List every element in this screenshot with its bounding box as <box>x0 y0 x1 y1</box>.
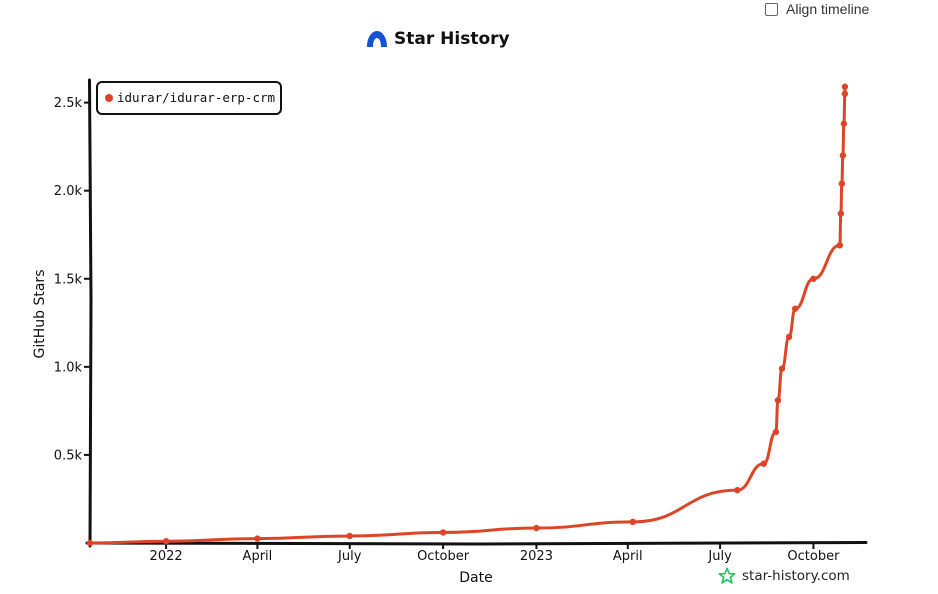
data-point[interactable] <box>791 305 799 312</box>
data-point[interactable] <box>760 460 767 467</box>
data-point[interactable] <box>836 242 844 249</box>
y-tick-label: 2.0k <box>54 184 83 199</box>
x-tick-label: 2022 <box>150 549 183 564</box>
x-tick-label: April <box>613 549 643 564</box>
x-tick-label: October <box>787 549 840 564</box>
x-tick-label: 2023 <box>520 549 553 564</box>
align-timeline-checkbox[interactable] <box>765 2 778 16</box>
data-point[interactable] <box>629 518 637 526</box>
watermark-text: star-history.com <box>742 568 850 584</box>
star-history-logo-icon <box>367 31 387 47</box>
y-tick-label: 2.5k <box>54 96 83 111</box>
data-point[interactable] <box>837 210 845 217</box>
legend-box <box>96 81 282 115</box>
series-line <box>88 85 847 545</box>
data-point[interactable] <box>778 365 786 372</box>
y-axis: 0.5k 1.0k 1.5k 2.0k 2.5k <box>54 78 93 548</box>
x-axis-line <box>85 541 868 546</box>
data-point[interactable] <box>841 83 849 90</box>
legend-swatch <box>105 94 113 102</box>
data-point[interactable] <box>785 333 793 341</box>
data-point[interactable] <box>839 152 847 159</box>
chart-title: Star History <box>366 29 510 49</box>
chart-title-text: Star History <box>394 29 510 49</box>
data-point[interactable] <box>254 535 261 542</box>
y-tick-label: 1.5k <box>54 272 83 287</box>
y-axis-line <box>88 78 93 548</box>
data-point[interactable] <box>772 428 780 436</box>
y-tick-label: 0.5k <box>54 448 83 463</box>
data-point[interactable] <box>439 529 447 536</box>
data-point[interactable] <box>841 90 849 98</box>
data-point[interactable] <box>533 524 540 532</box>
data-point[interactable] <box>840 120 848 127</box>
data-point[interactable] <box>838 180 846 187</box>
legend: idurar/idurar-erp-crm <box>96 81 282 115</box>
data-point[interactable] <box>734 486 741 494</box>
data-point[interactable] <box>162 538 170 545</box>
data-point[interactable] <box>86 539 94 547</box>
align-timeline-toggle[interactable]: Align timeline <box>765 1 869 17</box>
y-tick-label: 1.0k <box>54 360 83 375</box>
star-outline-icon <box>718 567 736 584</box>
y-axis-title: GitHub Stars <box>32 270 48 359</box>
x-axis: 2022 April July October 2023 April July October <box>85 541 868 564</box>
x-tick-label: July <box>337 549 362 564</box>
data-point[interactable] <box>346 532 353 540</box>
watermark[interactable]: star-history.com <box>718 567 850 585</box>
x-tick-label: October <box>417 549 470 564</box>
data-point[interactable] <box>774 397 782 404</box>
legend-label: idurar/idurar-erp-crm <box>117 90 275 105</box>
x-axis-title: Date <box>459 570 492 586</box>
align-timeline-label: Align timeline <box>786 1 870 17</box>
x-tick-label: July <box>707 549 732 564</box>
x-tick-label: April <box>243 549 273 564</box>
series-group <box>86 83 849 547</box>
data-point[interactable] <box>810 275 817 282</box>
